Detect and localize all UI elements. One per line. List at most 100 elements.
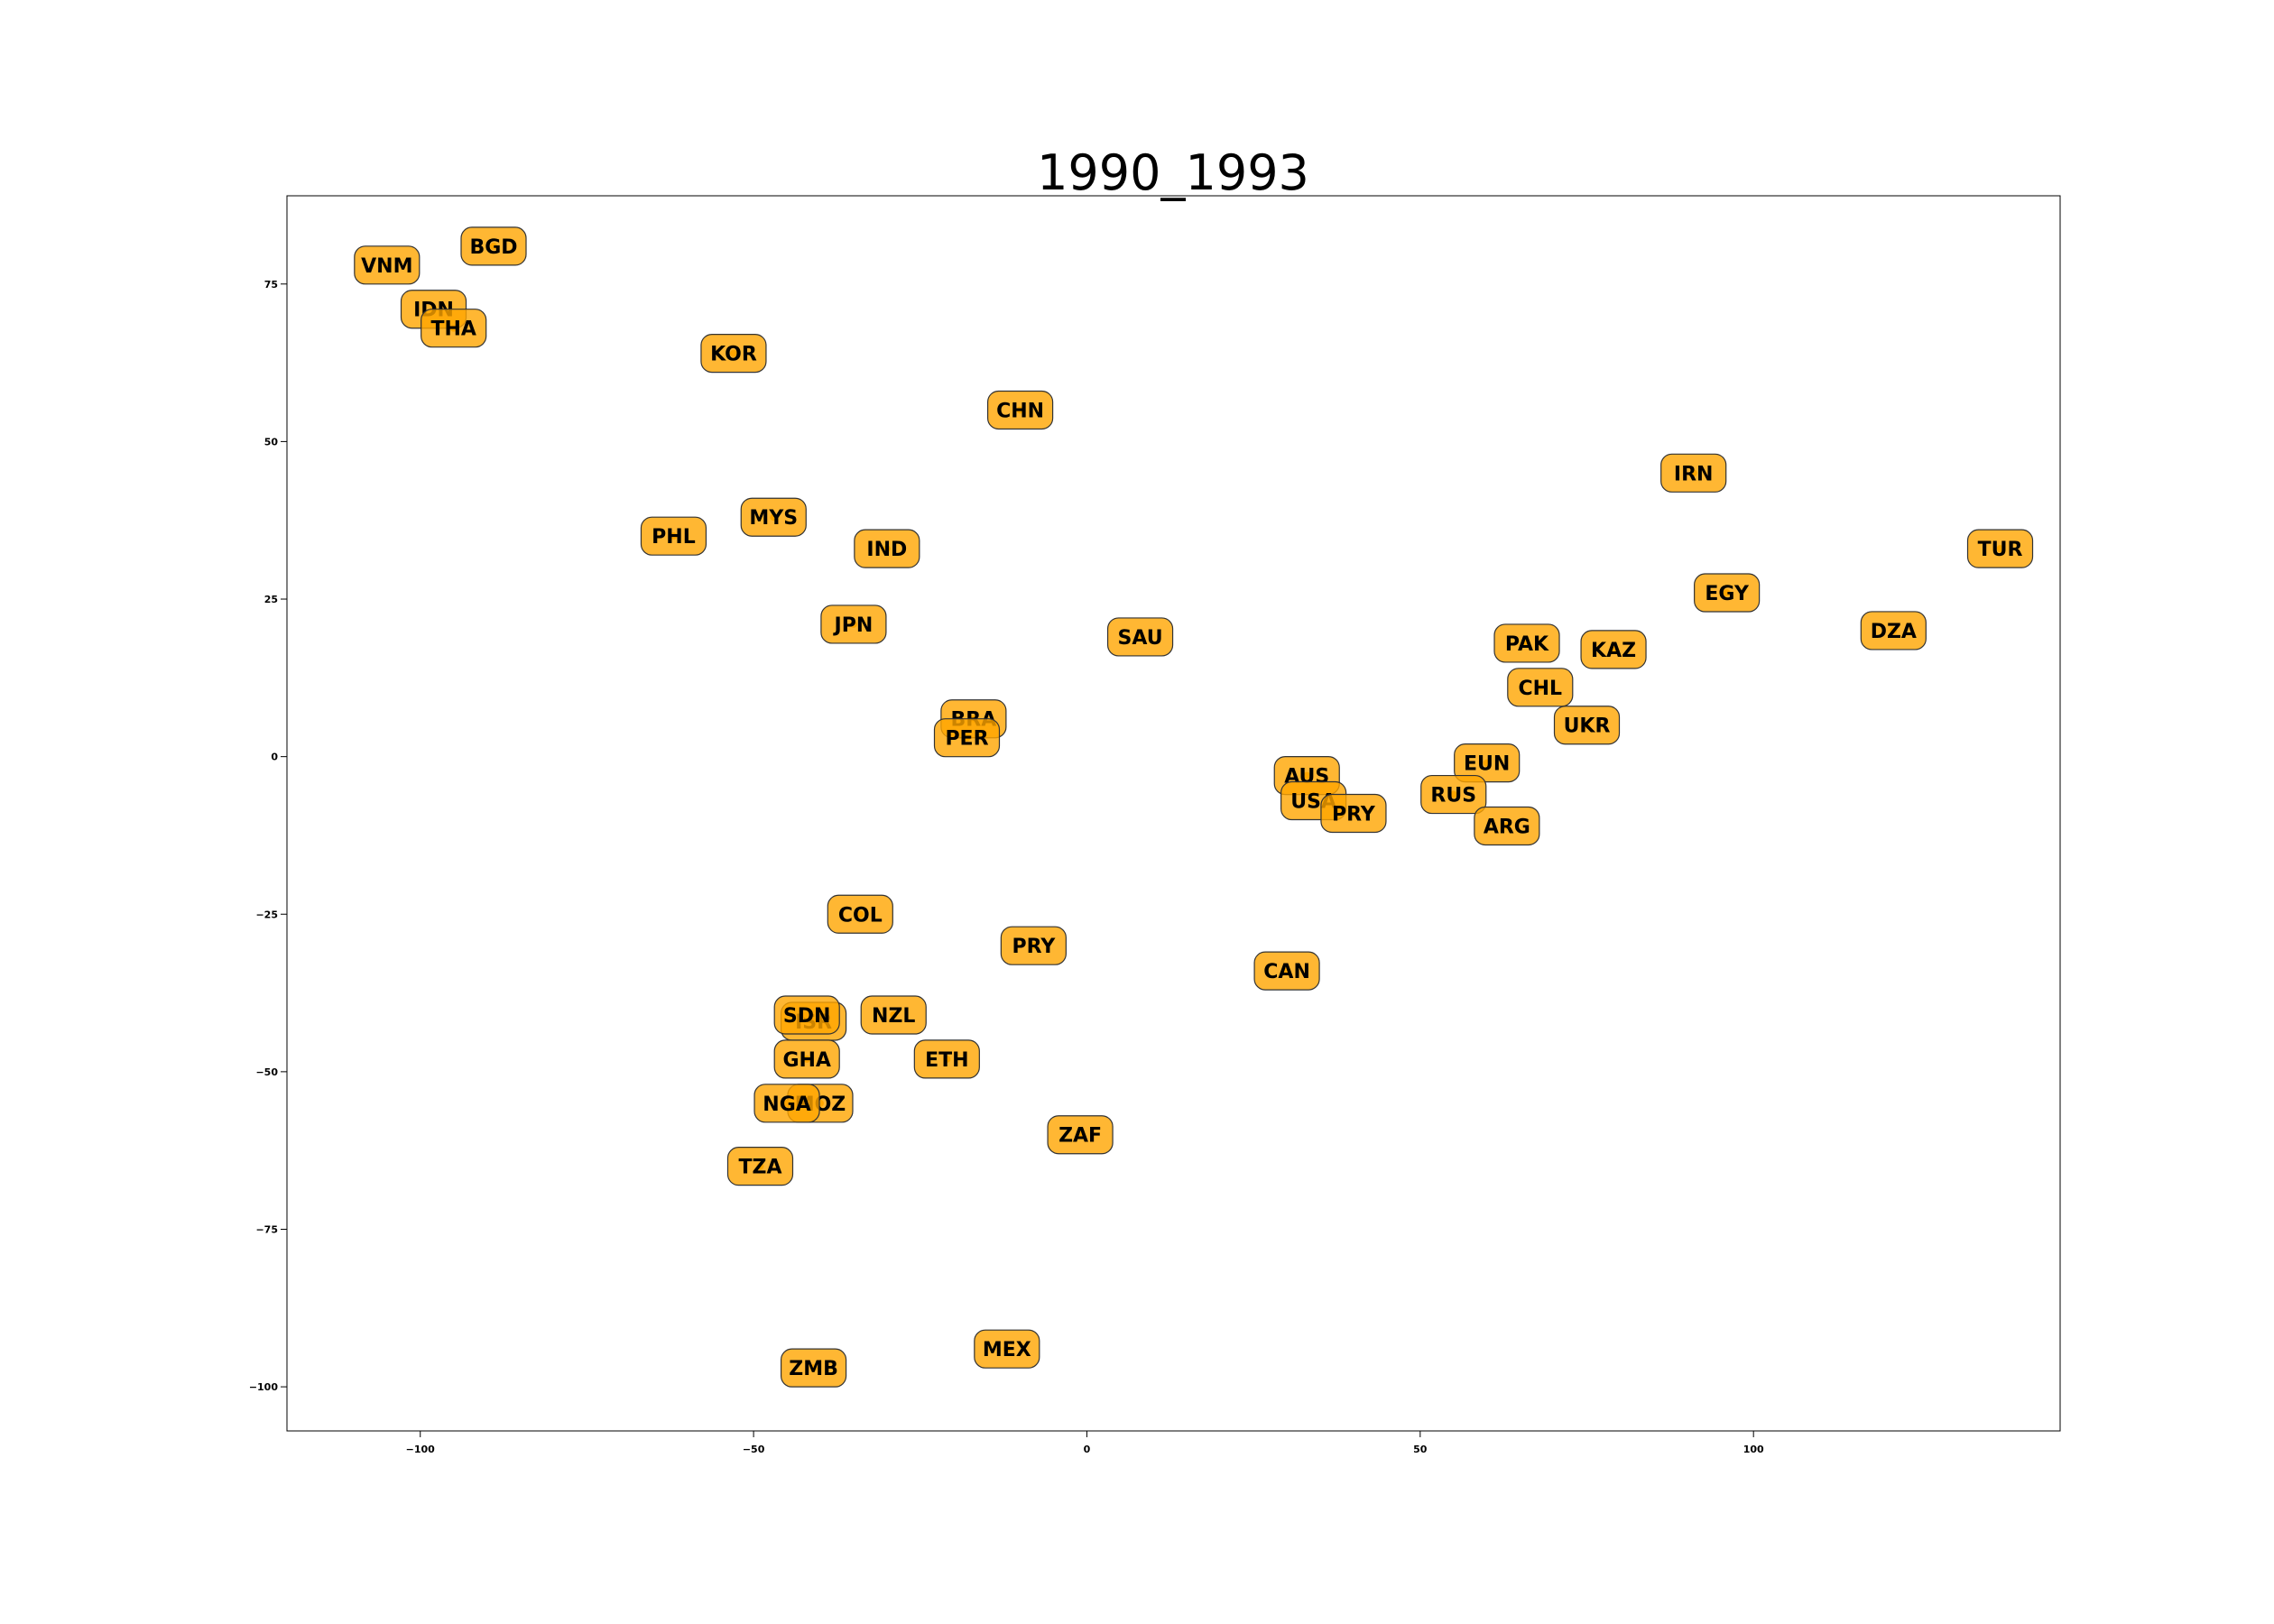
point-label-box — [773, 995, 840, 1035]
point-label-box — [827, 894, 893, 934]
point-label: NZL — [872, 1005, 915, 1028]
data-point-pak: PAK — [1493, 623, 1560, 663]
data-point-sdn: SDN — [773, 995, 840, 1035]
point-label: UKR — [1564, 715, 1611, 738]
point-label: GHA — [782, 1049, 831, 1072]
point-label-box — [640, 516, 707, 556]
x-tick-label: −100 — [406, 1444, 436, 1455]
point-label: IRN — [1674, 463, 1714, 485]
data-point-kaz: KAZ — [1580, 630, 1647, 669]
point-label-box — [1420, 774, 1487, 815]
point-label-box — [933, 718, 1001, 758]
point-label: NGA — [763, 1093, 811, 1116]
point-label-box — [773, 1039, 840, 1079]
point-label: CHL — [1519, 678, 1563, 700]
chart-title: 1990_1993 — [1037, 144, 1309, 201]
y-tick-label: −75 — [255, 1223, 278, 1235]
data-point-zaf: ZAF — [1047, 1115, 1114, 1155]
point-label-box — [1320, 793, 1387, 834]
data-point-chn: CHN — [986, 390, 1054, 430]
data-point-nga: NGA — [753, 1084, 820, 1123]
data-point-egy: EGY — [1694, 573, 1761, 613]
data-point-jpn: JPN — [820, 604, 887, 644]
y-tick-label: 50 — [264, 436, 279, 448]
y-tick-label: −25 — [255, 909, 278, 920]
point-label: ZAF — [1058, 1125, 1102, 1148]
data-point-gha: GHA — [773, 1039, 840, 1079]
point-label: PRY — [1332, 804, 1376, 826]
y-tick-label: 75 — [264, 279, 278, 291]
point-label: SAU — [1118, 627, 1163, 650]
point-label: MYS — [749, 507, 798, 530]
data-point-mys: MYS — [740, 497, 807, 537]
point-label-box — [1694, 573, 1761, 613]
point-label-box — [974, 1329, 1040, 1369]
data-point-ukr: UKR — [1553, 706, 1621, 745]
data-point-phl: PHL — [640, 516, 707, 556]
x-axis: −100 −50 0 50 100 — [406, 1431, 1764, 1455]
data-point-tur: TUR — [1966, 529, 2034, 568]
point-label: MEX — [983, 1339, 1031, 1361]
data-point-vnm: VNM — [354, 245, 421, 285]
point-label-box — [726, 1147, 794, 1186]
point-label-box — [1106, 617, 1174, 657]
data-point-ind: IND — [854, 529, 920, 568]
point-label: EGY — [1705, 583, 1750, 605]
point-label-box — [421, 309, 487, 348]
point-label-box — [860, 995, 927, 1035]
data-point-pry: PRY — [1320, 793, 1387, 834]
data-point-bgd: BGD — [460, 226, 527, 266]
data-point-per: PER — [933, 718, 1001, 758]
data-point-sau: SAU — [1106, 617, 1174, 657]
point-label: IND — [866, 539, 907, 561]
point-label: KOR — [710, 344, 757, 366]
point-label-box — [1253, 951, 1320, 991]
point-label: CAN — [1263, 961, 1310, 983]
point-label-box — [1474, 806, 1540, 846]
point-label-box — [986, 390, 1054, 430]
point-label-box — [1860, 611, 1927, 651]
point-label-box — [1966, 529, 2034, 568]
point-label: TZA — [738, 1157, 781, 1179]
y-tick-label: 25 — [264, 594, 278, 605]
y-axis: −100 −75 −50 −25 0 25 50 75 — [249, 279, 287, 1393]
point-label: KAZ — [1591, 640, 1636, 662]
data-point-eun: EUN — [1454, 743, 1521, 783]
x-tick-label: 100 — [1743, 1444, 1764, 1455]
y-tick-label: −100 — [249, 1381, 279, 1393]
point-label-box — [1660, 453, 1727, 493]
data-point-zmb: ZMB — [780, 1348, 847, 1388]
point-label: COL — [838, 904, 883, 927]
data-point-kor: KOR — [700, 334, 767, 374]
point-label-box — [913, 1039, 980, 1079]
point-label-box — [753, 1084, 820, 1123]
point-label-box — [1454, 743, 1521, 783]
point-label: THA — [430, 318, 476, 341]
point-label: ETH — [925, 1049, 968, 1072]
plot-area-frame — [286, 195, 2061, 1432]
point-label-box — [1047, 1115, 1114, 1155]
point-label: RUS — [1430, 785, 1476, 807]
point-label: ARG — [1484, 816, 1530, 838]
data-point-col: COL — [827, 894, 893, 934]
point-label-box — [1580, 630, 1647, 669]
data-points: VNMBGDIDNTHAKORCHNPHLMYSINDJPNSAUBRAPERI… — [354, 226, 2034, 1388]
data-point-can: CAN — [1253, 951, 1320, 991]
point-label: PHL — [652, 526, 696, 549]
point-label: CHN — [996, 400, 1044, 422]
point-label-box — [700, 334, 767, 374]
data-point-pry: PRY — [1000, 926, 1067, 965]
y-tick-label: −50 — [255, 1066, 278, 1078]
data-point-rus: RUS — [1420, 774, 1487, 815]
point-label-box — [820, 604, 887, 644]
point-label: BGD — [469, 236, 517, 259]
data-point-eth: ETH — [913, 1039, 980, 1079]
point-label: VNM — [361, 255, 412, 278]
point-label: TUR — [1978, 539, 2023, 561]
point-label-box — [1493, 623, 1560, 663]
data-point-dza: DZA — [1860, 611, 1927, 651]
data-point-mex: MEX — [974, 1329, 1040, 1369]
point-label: PER — [945, 728, 988, 751]
point-label: JPN — [833, 614, 874, 637]
